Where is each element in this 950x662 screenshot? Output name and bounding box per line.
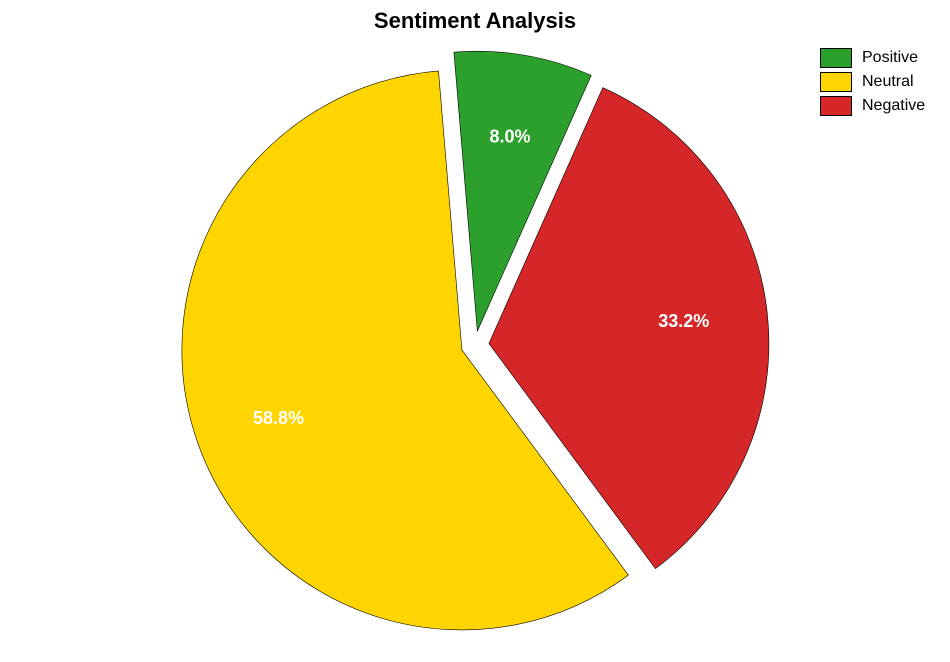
- legend-swatch-positive: [820, 48, 852, 68]
- legend-label: Positive: [862, 49, 918, 67]
- legend-label: Neutral: [862, 73, 914, 91]
- pie-chart: 33.2% 58.8% 8.0%: [0, 0, 950, 662]
- legend-item-negative: Negative: [820, 96, 925, 116]
- pie-svg: 33.2% 58.8% 8.0%: [0, 0, 950, 662]
- legend-swatch-negative: [820, 96, 852, 116]
- slice-label-negative: 33.2%: [658, 311, 709, 331]
- slice-label-neutral: 58.8%: [253, 408, 304, 428]
- legend-item-neutral: Neutral: [820, 72, 925, 92]
- legend-label: Negative: [862, 97, 925, 115]
- legend: Positive Neutral Negative: [820, 48, 925, 120]
- legend-item-positive: Positive: [820, 48, 925, 68]
- legend-swatch-neutral: [820, 72, 852, 92]
- chart-container: Sentiment Analysis 33.2%58.8%8.0% Positi…: [0, 0, 950, 662]
- slice-label-positive: 8.0%: [490, 127, 531, 147]
